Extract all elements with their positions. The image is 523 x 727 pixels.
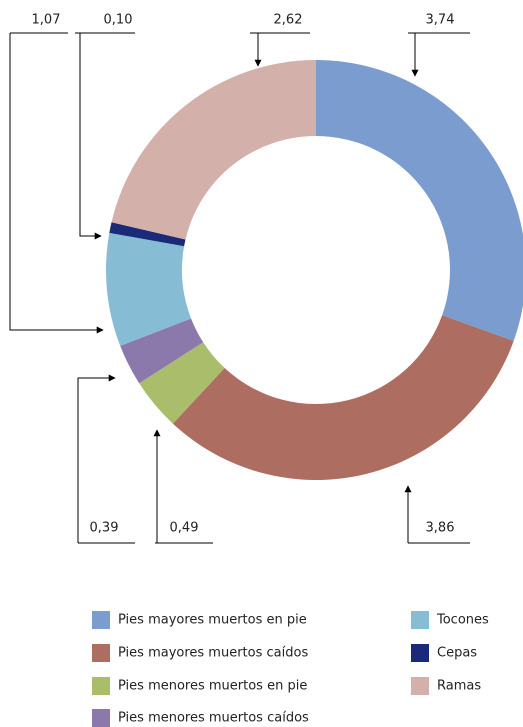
legend-swatch [411, 611, 429, 629]
donut-slice [109, 222, 186, 247]
data-label: 0,49 [170, 521, 199, 536]
legend-label: Pies menores muertos caídos [118, 711, 309, 726]
callout-arrow [77, 374, 116, 543]
legend-swatch [411, 677, 429, 695]
data-label: 0,39 [90, 521, 119, 536]
callout-arrow [79, 33, 102, 240]
donut-slice [120, 318, 204, 384]
donut-slice [316, 60, 523, 341]
legend-swatch [411, 644, 429, 662]
data-label: 1,07 [32, 13, 61, 28]
data-label: 2,62 [274, 13, 303, 28]
donut-slice [139, 342, 225, 424]
legend-label: Pies mayores muertos caídos [118, 646, 308, 661]
donut-slice [106, 232, 192, 346]
data-label: 3,86 [426, 521, 455, 536]
donut-slice [172, 315, 514, 480]
legend-swatch [92, 709, 110, 727]
legend-label: Cepas [437, 646, 477, 661]
legend-swatch [92, 611, 110, 629]
legend-swatch [92, 644, 110, 662]
legend-label: Tocones [436, 613, 489, 628]
legend-swatch [92, 677, 110, 695]
legend-label: Pies mayores muertos en pie [118, 613, 307, 628]
data-label: 0,10 [104, 13, 133, 28]
legend-label: Pies menores muertos en pie [118, 679, 307, 694]
donut-slice [111, 60, 316, 240]
data-label: 3,74 [426, 13, 455, 28]
callout-arrow [9, 33, 104, 334]
legend-label: Ramas [437, 679, 481, 694]
